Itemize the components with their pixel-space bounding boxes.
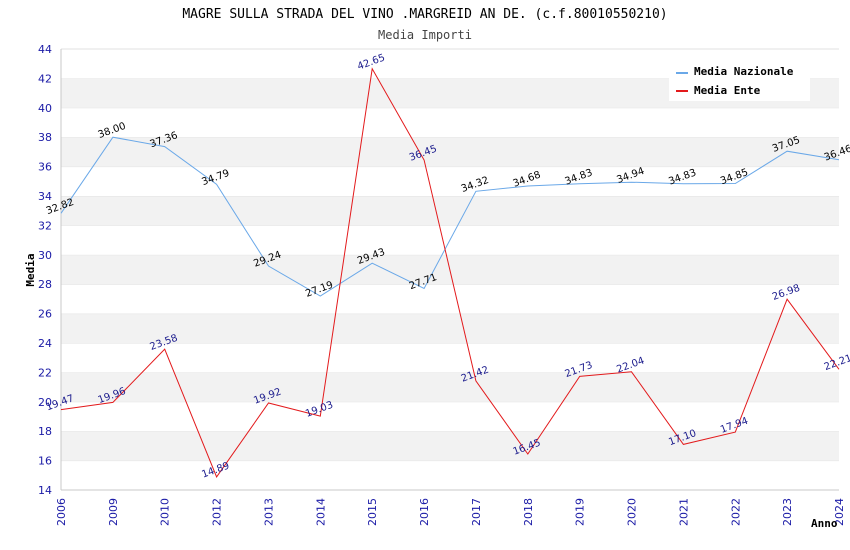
grid-band: [61, 196, 839, 226]
y-tick-label: 28: [38, 278, 52, 291]
y-tick-label: 26: [38, 308, 52, 321]
y-tick-label: 36: [38, 161, 52, 174]
y-tick-label: 16: [38, 455, 52, 468]
x-tick-label: 2012: [211, 498, 224, 526]
series-line-media-ente: [60, 67, 840, 478]
x-tick-label: 2017: [470, 498, 483, 526]
y-tick-label: 20: [38, 396, 52, 409]
y-tick-label: 34: [38, 190, 52, 203]
grid-band: [61, 166, 839, 196]
x-tick-label: 2015: [366, 498, 379, 526]
x-tick-label: 2023: [781, 498, 794, 526]
y-axis-label: Media: [24, 253, 37, 286]
x-tick-label: 2019: [574, 498, 587, 526]
grid-band: [61, 284, 839, 314]
x-tick-labels: 2006 2009 2010 2012 2013 2014 2015 2016 2017 2018…: [55, 498, 846, 526]
grid-band: [61, 431, 839, 461]
legend-label-media-nazionale: Media Nazionale: [694, 65, 794, 78]
axes: [60, 49, 839, 491]
x-tick-label: 2006: [55, 498, 68, 526]
y-tick-label: 18: [38, 425, 52, 438]
y-tick-label: 40: [38, 102, 52, 115]
x-tick-label: 2022: [729, 498, 742, 526]
y-tick-label: 38: [38, 131, 52, 144]
legend-label-media-ente: Media Ente: [694, 84, 761, 97]
grid-band: [61, 313, 839, 343]
chart-subtitle: Media Importi: [378, 28, 472, 42]
chart-title: MAGRE SULLA STRADA DEL VINO .MARGREID AN…: [182, 7, 667, 22]
y-tick-label: 44: [38, 43, 52, 56]
x-tick-label: 2024: [833, 498, 846, 526]
grid-band: [61, 401, 839, 432]
x-tick-label: 2020: [626, 498, 639, 526]
grid-band: [61, 460, 839, 490]
series-line-media-nazionale: [60, 136, 840, 297]
legend-box: [669, 60, 810, 101]
x-axis-label: Anno: [811, 517, 838, 530]
series-lines: [60, 67, 840, 478]
grid-band: [61, 107, 839, 138]
y-tick-label: 24: [38, 337, 52, 350]
x-tick-label: 2014: [314, 498, 327, 526]
y-tick-label: 22: [38, 366, 52, 379]
y-tick-label: 30: [38, 249, 52, 262]
x-tick-label: 2021: [677, 498, 690, 526]
y-tick-labels: 14 16 18 20 22 24 26 28 30 32 34 36 38 40 42 44: [38, 43, 52, 497]
y-tick-label: 42: [38, 72, 52, 85]
x-tick-label: 2013: [262, 498, 275, 526]
x-tick-label: 2018: [522, 498, 535, 526]
x-tick-label: 2009: [107, 498, 120, 526]
y-tick-label: 14: [38, 484, 52, 497]
grid-band: [61, 137, 839, 167]
y-tick-label: 32: [38, 219, 52, 232]
grid-bands: [61, 48, 839, 490]
legend: Media Nazionale Media Ente: [669, 60, 810, 101]
x-tick-label: 2016: [418, 498, 431, 526]
grid-band: [61, 372, 839, 402]
x-tick-label: 2010: [159, 498, 172, 526]
grid-band: [61, 343, 839, 373]
